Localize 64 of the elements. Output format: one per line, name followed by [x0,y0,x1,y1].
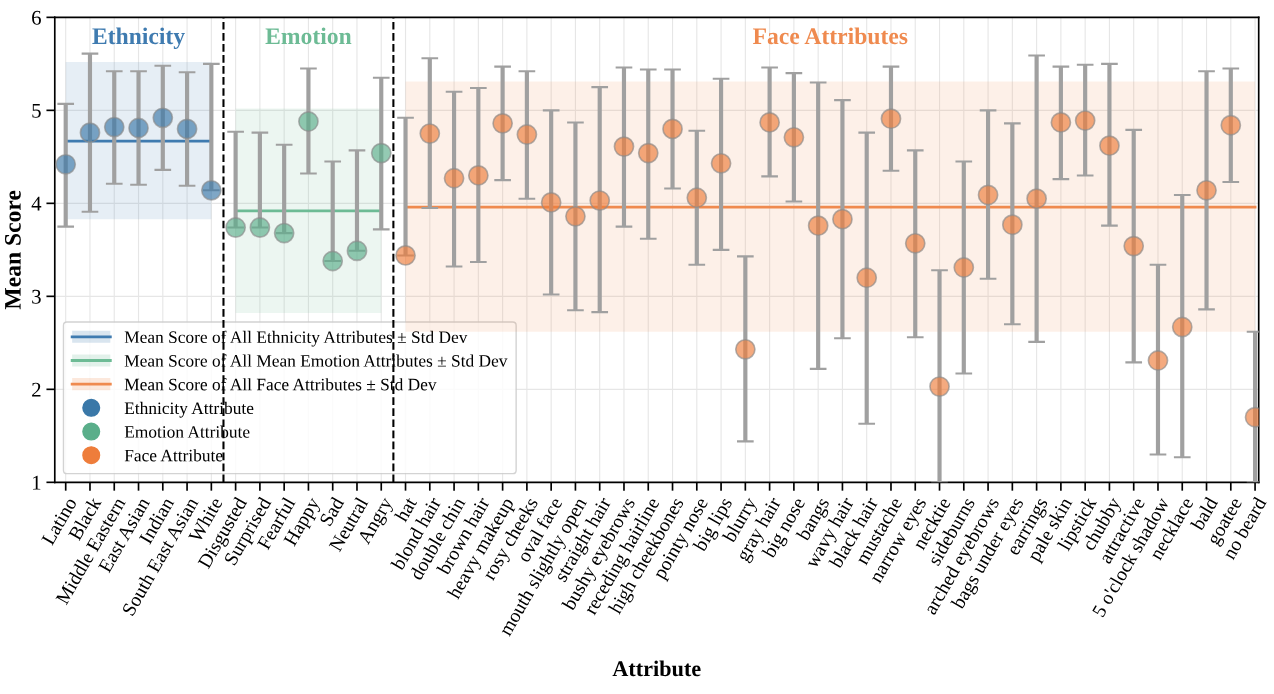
point [953,257,975,278]
y-tick-label: 6 [32,10,41,25]
point [249,217,271,238]
point [734,338,756,360]
point [783,126,805,148]
y-tick-label: 2 [32,382,41,397]
legend-label: Face Attribute [124,449,223,462]
point [225,217,247,238]
annotation: Ethnicity [92,27,185,50]
point [176,118,198,140]
annotation: Face Attributes [753,27,908,45]
point [419,123,441,145]
point [467,165,489,186]
point [443,167,465,189]
point [929,376,950,397]
y-tick-label: 1 [33,475,41,490]
point [540,192,562,213]
point [152,107,174,129]
point [103,116,125,138]
x-tick-label: hat [393,495,418,523]
point [589,190,611,211]
point [686,187,708,209]
point [79,122,101,144]
point [516,124,538,145]
point [346,240,368,262]
point [613,136,635,158]
point [1050,112,1072,133]
point [1171,316,1193,338]
point [492,112,514,134]
point [856,267,878,289]
legend-label: Emotion Attribute [124,425,250,438]
point [1074,110,1096,131]
point [637,142,659,164]
point [832,208,853,230]
x-axis-title: Attribute [612,660,701,677]
legend-label: Ethnicity Attribute [124,401,254,418]
point [370,142,392,164]
point [200,179,222,201]
point [1147,350,1169,371]
point [1220,114,1242,136]
point [128,117,149,139]
point [1123,235,1145,257]
y-tick-label: 3 [32,289,41,304]
y-tick-label: 5 [32,103,41,118]
point [710,152,732,174]
y-tick-label: 4 [31,196,42,211]
point [759,112,781,133]
point [1026,188,1048,210]
annotation: Emotion [265,27,352,45]
point [1001,214,1023,236]
point [322,250,344,272]
point [1099,135,1120,157]
point [298,111,319,132]
point [55,153,77,175]
point [395,245,416,266]
point [273,222,295,244]
point [565,205,586,227]
point [1196,179,1217,201]
point [662,118,683,140]
point [904,232,926,254]
y-axis-title: Mean Score [4,190,21,310]
point [880,108,902,130]
point [807,215,829,237]
point [977,184,999,206]
